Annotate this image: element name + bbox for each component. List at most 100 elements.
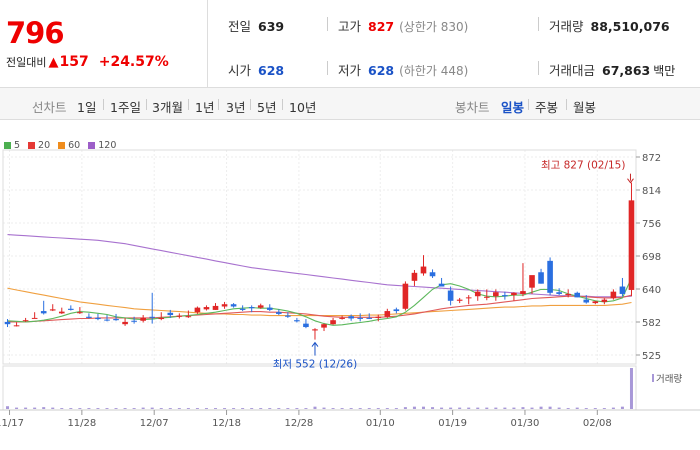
volume-bar xyxy=(51,407,55,409)
divider xyxy=(327,61,328,75)
candle-body xyxy=(194,307,201,313)
prev-close-value: 639 xyxy=(258,19,285,34)
low-price: 저가 628 (하한가 448) xyxy=(338,60,468,79)
candle-body xyxy=(474,291,481,297)
moving-averages xyxy=(7,234,633,326)
x-tick-label: 12/28 xyxy=(284,418,313,429)
volume-bar xyxy=(521,407,525,409)
divider xyxy=(538,61,539,75)
candle-daily[interactable]: 일봉 xyxy=(501,100,525,115)
low-value: 628 xyxy=(368,63,395,78)
volume-bar xyxy=(449,407,453,409)
change-value: 157 xyxy=(59,54,89,70)
price-box: 796 전일대비 ▲ 157 +24.57% xyxy=(0,0,208,88)
candle-body xyxy=(393,309,400,312)
volume-bar xyxy=(620,406,624,409)
candle-body xyxy=(285,315,291,317)
change-label: 전일대비 xyxy=(6,56,47,69)
volume-bars xyxy=(6,368,633,409)
candle-body xyxy=(122,321,128,325)
volume-bar xyxy=(304,408,308,409)
low-label: 저가 xyxy=(338,63,362,78)
candle-body xyxy=(312,329,318,331)
candle-body xyxy=(321,324,327,328)
volume-label: 거래량 xyxy=(549,19,584,34)
candle-body xyxy=(58,311,65,314)
volume-bar xyxy=(223,408,227,409)
y-tick-label: 814 xyxy=(642,186,661,197)
candle-body xyxy=(239,308,246,310)
separator xyxy=(218,99,219,110)
high-price: 고가 827 (상한가 830) xyxy=(338,16,468,35)
volume-bar xyxy=(313,406,317,409)
volume-bar xyxy=(259,408,263,409)
period-1d[interactable]: 1일 xyxy=(77,100,97,115)
candle-body xyxy=(86,316,92,318)
candle-weekly[interactable]: 주봉 xyxy=(535,100,559,115)
candle-body xyxy=(212,305,219,310)
volume-bar xyxy=(150,407,154,409)
open-label: 시가 xyxy=(228,63,252,78)
period-1w[interactable]: 1주일 xyxy=(110,100,141,115)
separator xyxy=(566,99,567,110)
candle-body xyxy=(438,283,445,287)
volume-bar xyxy=(358,408,362,409)
x-tick-label: 02/08 xyxy=(583,418,612,429)
separator xyxy=(146,99,147,110)
volume-panel-frame xyxy=(2,365,637,411)
candle-body xyxy=(375,316,382,318)
x-tick-label: 12/07 xyxy=(140,418,169,429)
volume-bar xyxy=(123,408,127,409)
candle-body xyxy=(266,307,273,310)
candle-body xyxy=(203,307,210,310)
legend-ma120: 120 xyxy=(88,140,116,151)
x-tick-label: 01/10 xyxy=(366,418,395,429)
volume-bar xyxy=(485,407,489,409)
volume-bar xyxy=(186,408,190,409)
candle-body xyxy=(221,304,228,307)
period-3y[interactable]: 3년 xyxy=(226,100,246,115)
volume-bar xyxy=(331,408,335,409)
volume-bar xyxy=(421,406,425,409)
axis-labels: 872 814 756 698 640 582 525 11/17 11/28 12/07 12/1… xyxy=(0,153,682,429)
x-tick-label: 11/28 xyxy=(67,418,96,429)
volume: 거래량 88,510,076 xyxy=(549,16,670,35)
lower-limit: (하한가 448) xyxy=(399,64,469,78)
candle-body xyxy=(456,299,463,301)
volume-bar xyxy=(584,408,588,409)
line-chart-label: 선차트 xyxy=(32,100,67,115)
candle-body xyxy=(556,292,562,294)
candle-body xyxy=(49,309,56,311)
volume-bar xyxy=(394,408,398,409)
candle-body xyxy=(276,312,282,314)
volume-bar xyxy=(611,407,615,409)
period-1y[interactable]: 1년 xyxy=(195,100,215,115)
candle-body xyxy=(628,200,635,290)
volume-bar xyxy=(458,407,462,409)
ma60-line xyxy=(7,287,632,317)
volume-bar xyxy=(412,406,416,409)
legend-label: 120 xyxy=(98,140,117,151)
candle-monthly[interactable]: 월봉 xyxy=(573,100,597,115)
volume-bar xyxy=(530,407,534,409)
volume-bar xyxy=(403,407,407,409)
period-5y[interactable]: 5년 xyxy=(257,100,277,115)
period-10y[interactable]: 10년 xyxy=(289,100,317,115)
separator xyxy=(188,99,189,110)
volume-value: 88,510,076 xyxy=(590,19,670,34)
candle-body xyxy=(294,320,300,322)
legend-ma20: 20 xyxy=(28,140,50,151)
period-3m[interactable]: 3개월 xyxy=(152,100,183,115)
trade-value-unit: 백만 xyxy=(653,64,676,78)
high-annotation: 최고 827 (02/15) xyxy=(541,160,626,172)
volume-bar xyxy=(69,408,73,409)
trade-value: 거래대금 67,863 백만 xyxy=(549,60,675,79)
volume-legend-swatch xyxy=(652,374,654,382)
volume-bar xyxy=(105,408,109,409)
candle-body xyxy=(529,275,535,288)
current-price: 796 xyxy=(6,16,65,50)
volume-bar xyxy=(593,408,597,409)
candle-body xyxy=(411,272,418,281)
volume-bar xyxy=(494,407,498,409)
